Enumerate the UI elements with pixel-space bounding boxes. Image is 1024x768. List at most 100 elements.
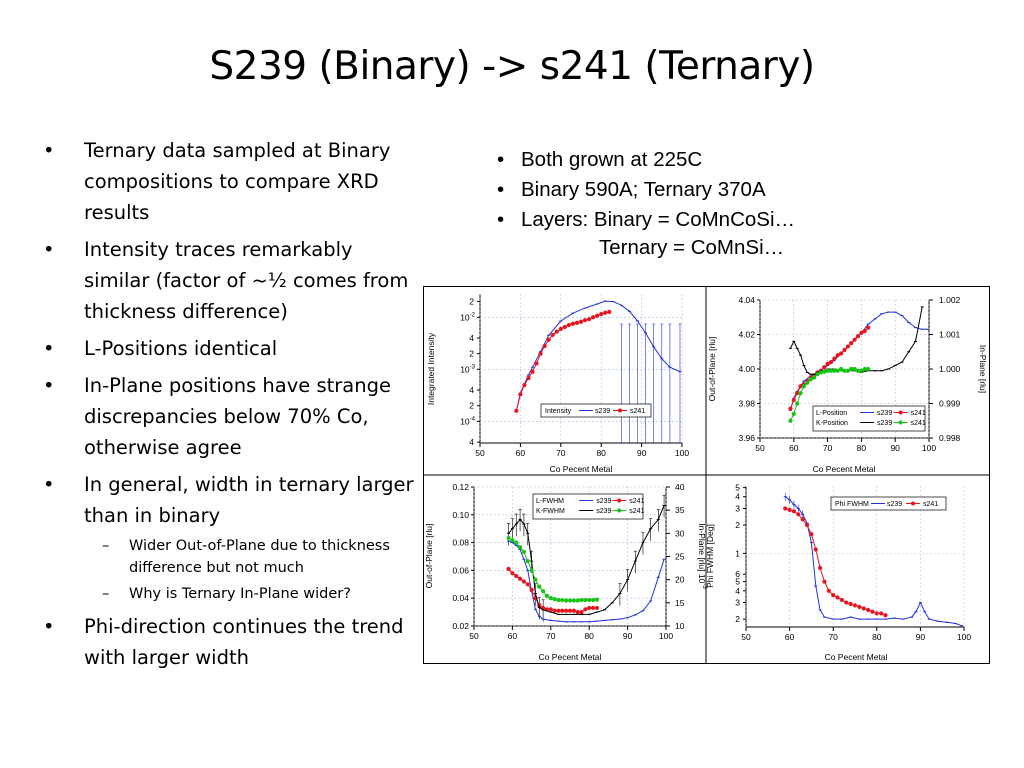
y-tick-label: 3: [735, 503, 740, 513]
ternary-layers-text: Ternary = CoMnSi…: [599, 236, 785, 259]
data-point-s241: [815, 372, 820, 377]
data-point-s241: [517, 545, 523, 550]
legend-s241-label: s241: [629, 508, 644, 515]
plot-area: [506, 495, 666, 623]
y-axis-label: Out-of-Plane [rlu]: [424, 524, 434, 589]
data-point-s241: [552, 608, 557, 613]
data-point-s241: [828, 368, 834, 373]
data-point-s241: [874, 611, 879, 616]
data-point-s241: [842, 368, 847, 373]
data-point-s241: [795, 401, 800, 406]
x-tick-label: 80: [596, 448, 606, 458]
data-point-s241: [556, 597, 561, 603]
y-tick-label: 10-3: [460, 364, 475, 374]
y-tick-label: 1: [735, 548, 740, 558]
x-axis-label: Co Pecent Metal: [813, 464, 876, 474]
data-point-s241: [857, 604, 862, 609]
bullet-item: Phi-direction continues the trend with l…: [40, 611, 420, 673]
y2-tick-label: 0.999: [939, 399, 961, 409]
x-axis-label: Co Pecent Metal: [825, 652, 888, 662]
bullet-item: Both grown at 225C: [497, 145, 795, 175]
y-tick-label: 4: [469, 333, 474, 343]
bullet-item: L-Positions identical: [40, 333, 420, 364]
tick-label-exponent: -3: [470, 364, 476, 370]
legend: Phi FWHM s239 s241: [830, 496, 947, 511]
x-tick-label: 100: [957, 632, 971, 642]
bullet-item: Layers: Binary = CoMnCoSi…: [497, 205, 795, 235]
tick-label-exponent: -4: [470, 416, 476, 422]
y-axis-label: Out-of-Plane [rlu]: [707, 337, 717, 402]
data-point-s241: [870, 609, 875, 614]
data-point-s241: [548, 607, 553, 612]
y2-tick-label: 20: [675, 575, 685, 585]
data-point-s241: [839, 366, 844, 372]
y2-tick-label: 35: [675, 505, 685, 515]
x-tick-label: 90: [916, 632, 926, 642]
y-tick-label: 2: [469, 349, 474, 359]
tick-label-base: 10: [460, 312, 470, 322]
bullet-item: Ternary data sampled at Binary compositi…: [40, 135, 420, 228]
bullet-item: Intensity traces remarkably similar (fac…: [40, 234, 420, 327]
data-point-s241: [517, 576, 523, 581]
legend-label: L-FWHM: [536, 498, 564, 505]
x-tick-label: 70: [556, 448, 566, 458]
x-tick-label: 50: [475, 448, 485, 458]
data-point-s241: [599, 312, 604, 317]
data-point-s241: [542, 343, 547, 349]
x-tick-label: 80: [872, 632, 882, 642]
y2-axis-label-exponent: -3: [701, 583, 707, 589]
data-point-s241: [839, 597, 845, 603]
data-point-s241: [835, 595, 840, 600]
data-point-s241: [818, 565, 823, 571]
data-point-s241: [862, 328, 867, 334]
positions-chart: 50 60 70 80 90 100 3.96 3.98 4.00 4.02 4.04 0.998 0.…: [707, 295, 988, 474]
xrd-figure: 50 60 70 80 90 100 2 10-2 4 2 10-3 4 2 10-4 4 Co Pecent…: [423, 286, 990, 664]
legend-s239-label: s239: [887, 501, 902, 508]
x-tick-label: 60: [789, 443, 799, 453]
data-point-s241: [570, 321, 576, 326]
bullet-item: Binary 590A; Ternary 370A: [497, 175, 795, 205]
data-point-s241: [845, 368, 850, 373]
x-tick-label: 80: [857, 443, 867, 453]
data-point-s241: [529, 587, 534, 592]
data-point-s241: [825, 368, 830, 373]
data-point-s241: [859, 368, 864, 373]
data-point-s241: [534, 361, 539, 366]
data-point-s241: [828, 360, 834, 365]
x-tick-label: 80: [584, 631, 594, 641]
data-point-s241: [883, 613, 888, 618]
right-bullet-list: Both grown at 225C Binary 590A; Ternary …: [497, 145, 795, 235]
legend-dot-s241: [617, 498, 622, 503]
y-tick-label: 4.02: [738, 330, 755, 340]
y-tick-label: 4: [469, 385, 474, 395]
data-point-s241: [798, 384, 803, 389]
data-point-s241: [783, 506, 788, 511]
data-point-s241: [564, 598, 569, 603]
data-point-s241: [567, 598, 573, 603]
data-point-s241: [521, 549, 527, 554]
y-tick-label: 0.10: [452, 510, 469, 520]
y2-tick-label: 25: [675, 552, 685, 562]
data-point-s241: [791, 397, 796, 403]
data-point-s241: [866, 366, 871, 372]
y-tick-label: 10-2: [460, 312, 475, 322]
legend-label: L-Position: [816, 410, 847, 417]
y-tick-label: 2: [735, 614, 740, 624]
y2-tick-label: 30: [675, 528, 685, 538]
data-point-s241: [587, 597, 592, 603]
data-point-s241: [522, 382, 527, 388]
y-tick-label: 4: [735, 492, 740, 502]
data-point-s241: [845, 344, 850, 349]
legend-s241-label: s241: [911, 420, 926, 427]
x-tick-label: 70: [823, 443, 833, 453]
y-axis-label: Phi FWHM [Deg]: [705, 524, 715, 588]
data-point-s241: [590, 597, 596, 603]
legend-s239-label: s239: [596, 508, 611, 515]
data-point-s241: [825, 361, 830, 366]
data-point-s241: [849, 341, 854, 346]
legend: L-Position s239 s241 K-Position s239 s241: [812, 405, 926, 432]
legend-s241-label: s241: [630, 408, 645, 415]
legend-dot-s241: [911, 501, 915, 506]
